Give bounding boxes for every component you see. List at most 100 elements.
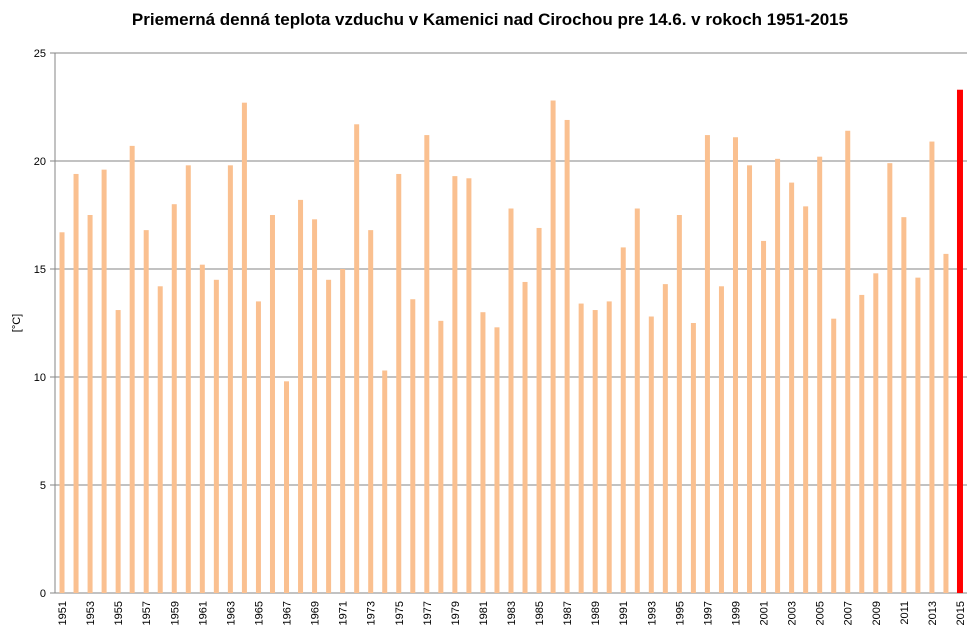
bar-1953 xyxy=(87,215,93,593)
x-tick-label: 1973 xyxy=(366,601,378,625)
x-tick-label: 2007 xyxy=(843,601,855,625)
bar-1958 xyxy=(157,286,163,593)
bar-1997 xyxy=(704,135,710,593)
x-tick-label: 1967 xyxy=(282,601,294,625)
bar-2006 xyxy=(831,318,837,593)
bar-1972 xyxy=(354,124,360,593)
bar-1993 xyxy=(648,316,654,593)
bar-1974 xyxy=(382,370,388,593)
bar-1960 xyxy=(185,165,191,593)
bar-2009 xyxy=(873,273,879,593)
x-tick-label: 1993 xyxy=(646,601,658,625)
bar-2003 xyxy=(789,182,795,593)
y-axis-ticks: 0 5 10 15 20 25 xyxy=(34,48,46,600)
bar-1982 xyxy=(494,327,500,593)
x-tick-label: 1951 xyxy=(57,601,69,625)
y-tick-label: 0 xyxy=(40,588,46,600)
bar-1955 xyxy=(115,310,121,593)
x-axis-ticks: 1951 1953 1955 1957 1959 1961 1963 1965 1967 1969… xyxy=(57,601,967,625)
x-tick-label: 1987 xyxy=(562,601,574,625)
bar-1989 xyxy=(592,310,598,593)
y-tick-label: 5 xyxy=(40,480,46,492)
bar-1984 xyxy=(522,281,528,593)
x-tick-label: 2015 xyxy=(955,601,967,625)
bar-1986 xyxy=(550,100,556,594)
bar-1965 xyxy=(255,301,261,593)
x-tick-label: 2003 xyxy=(787,601,799,625)
x-tick-label: 1983 xyxy=(506,601,518,625)
bar-1981 xyxy=(480,312,486,593)
bar-2001 xyxy=(761,240,767,594)
bar-1968 xyxy=(298,199,304,593)
bar-2007 xyxy=(845,130,851,593)
x-tick-label: 1961 xyxy=(197,601,209,625)
bar-2008 xyxy=(859,294,865,593)
bar-1961 xyxy=(199,264,205,593)
bar-1973 xyxy=(368,230,374,593)
bar-2000 xyxy=(747,165,753,593)
bar-1994 xyxy=(662,284,668,593)
bar-2010 xyxy=(887,163,893,593)
bar-2004 xyxy=(803,206,809,594)
bar-1964 xyxy=(241,102,247,594)
x-tick-label: 2005 xyxy=(815,601,827,625)
x-tick-label: 1995 xyxy=(674,601,686,625)
bar-1996 xyxy=(690,323,696,593)
y-tick-label: 20 xyxy=(34,156,46,168)
bar-1988 xyxy=(578,303,584,593)
bar-1970 xyxy=(326,279,332,593)
bar-1966 xyxy=(269,215,275,593)
bar-1995 xyxy=(676,215,682,593)
bar-1963 xyxy=(227,165,233,593)
x-tick-label: 1963 xyxy=(225,601,237,625)
x-tick-label: 1981 xyxy=(478,601,490,625)
x-tick-label: 1999 xyxy=(730,601,742,625)
bar-1977 xyxy=(424,135,430,593)
bars xyxy=(59,89,963,594)
bar-1992 xyxy=(634,208,640,593)
y-tick-label: 10 xyxy=(34,372,46,384)
x-tick-label: 1977 xyxy=(422,601,434,625)
bar-1983 xyxy=(508,208,514,593)
x-tick-label: 1969 xyxy=(310,601,322,625)
bar-1962 xyxy=(213,279,219,593)
x-tick-label: 1997 xyxy=(702,601,714,625)
bar-1978 xyxy=(438,320,444,593)
bar-1979 xyxy=(452,176,458,593)
bar-1998 xyxy=(718,286,724,593)
x-tick-label: 1991 xyxy=(618,601,630,625)
bar-1956 xyxy=(129,145,135,593)
bar-1980 xyxy=(466,178,472,593)
x-tick-label: 2013 xyxy=(927,601,939,625)
x-tick-label: 1959 xyxy=(169,601,181,625)
bar-1967 xyxy=(284,381,290,593)
bar-1999 xyxy=(732,137,738,594)
bar-1951 xyxy=(59,232,65,593)
x-tick-label: 1965 xyxy=(253,601,265,625)
x-tick-label: 1957 xyxy=(141,601,153,625)
bar-1976 xyxy=(410,299,416,593)
x-tick-label: 2009 xyxy=(871,601,883,625)
bar-1959 xyxy=(171,204,177,593)
bar-1971 xyxy=(340,269,346,593)
x-tick-label: 1979 xyxy=(450,601,462,625)
bar-1957 xyxy=(143,230,149,593)
x-tick-label: 1955 xyxy=(113,601,125,625)
bar-2002 xyxy=(775,158,781,593)
bar-2014 xyxy=(943,253,949,593)
chart-title: Priemerná denná teplota vzduchu v Kameni… xyxy=(131,10,849,29)
bar-2013 xyxy=(929,141,935,593)
x-tick-label: 1975 xyxy=(394,601,406,625)
x-tick-label: 1971 xyxy=(338,601,350,625)
bar-1969 xyxy=(312,219,318,593)
bar-1954 xyxy=(101,169,107,593)
bar-1952 xyxy=(73,173,79,593)
y-axis-label: [°C] xyxy=(11,314,23,332)
bar-2011 xyxy=(901,217,907,593)
bar-1975 xyxy=(396,173,402,593)
bar-2012 xyxy=(915,277,921,593)
x-tick-label: 1989 xyxy=(590,601,602,625)
bar-1987 xyxy=(564,119,570,594)
x-tick-label: 1953 xyxy=(85,601,97,625)
